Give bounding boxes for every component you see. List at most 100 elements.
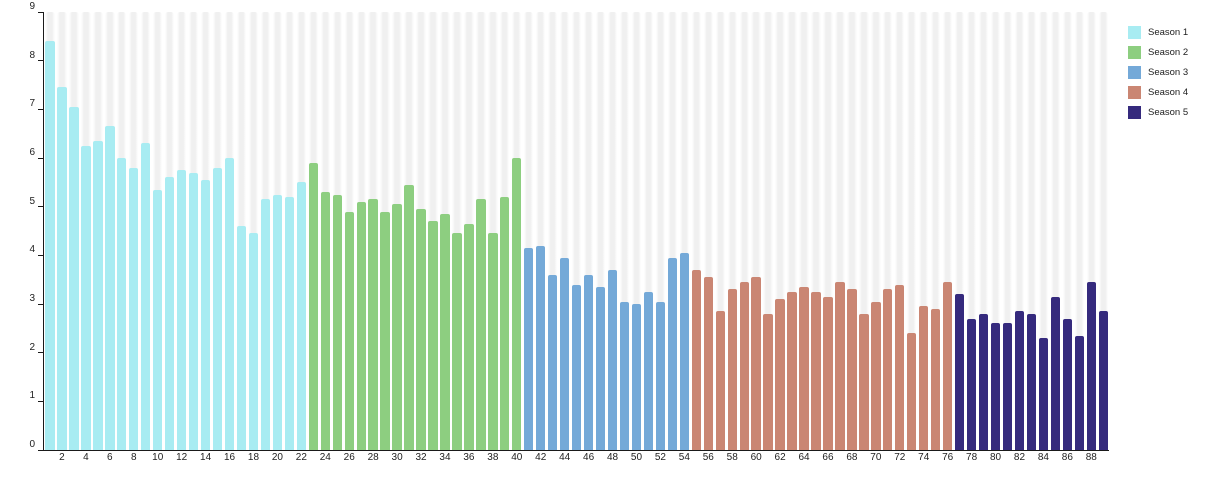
episode-column-53: [666, 12, 678, 450]
bar-season-3-episode-51: [643, 291, 654, 450]
episode-column-32: 32: [415, 12, 427, 463]
x-tick-label-14: 14: [200, 452, 212, 463]
episode-column-55: [690, 12, 702, 450]
bar-season-1-episode-10: [153, 189, 163, 450]
episode-column-27: [355, 12, 367, 450]
x-tick-label-36: 36: [463, 452, 475, 463]
y-tick-label-7: 7: [29, 98, 35, 110]
bar-season-3-episode-47: [595, 286, 606, 450]
bar-season-4-episode-67: [835, 282, 845, 450]
x-tick-label-76: 76: [942, 452, 954, 463]
bar-season-1-episode-8: [129, 167, 139, 450]
episode-column-49: [619, 12, 631, 450]
episode-column-13: [188, 12, 200, 450]
episode-column-84: 84: [1037, 12, 1049, 463]
bar-season-5-episode-87: [1074, 335, 1084, 450]
episode-column-18: 18: [247, 12, 259, 463]
bar-season-2-episode-31: [404, 184, 414, 450]
background-stripe: [1086, 12, 1096, 450]
x-tick-label-42: 42: [535, 452, 547, 463]
background-stripe: [859, 12, 869, 450]
bar-season-5-episode-78: [966, 318, 977, 450]
episode-column-40: 40: [511, 12, 523, 463]
bar-season-5-episode-85: [1050, 296, 1061, 450]
bar-season-1-episode-7: [117, 158, 127, 450]
episode-column-72: 72: [894, 12, 906, 463]
background-stripe: [524, 12, 534, 450]
bar-season-4-episode-63: [787, 291, 797, 450]
background-stripe: [1026, 12, 1037, 450]
episode-column-5: [92, 12, 104, 450]
bar-season-2-episode-24: [320, 192, 330, 450]
bar-season-1-episode-13: [188, 172, 199, 450]
background-stripe: [548, 12, 558, 450]
x-tick-label-12: 12: [176, 452, 188, 463]
episode-column-25: [331, 12, 343, 450]
bar-season-4-episode-58: [727, 289, 737, 450]
background-stripe: [679, 12, 689, 450]
bar-season-1-episode-20: [272, 194, 283, 450]
bar-season-4-episode-74: [919, 306, 929, 450]
legend-label-season-5: Season 5: [1148, 107, 1189, 118]
episode-column-81: [1002, 12, 1014, 450]
episode-column-48: 48: [607, 12, 619, 463]
bar-season-2-episode-40: [512, 158, 522, 450]
bar-season-2-episode-38: [488, 233, 498, 450]
y-tick-label-2: 2: [29, 341, 35, 353]
legend-label-season-3: Season 3: [1148, 67, 1189, 78]
bar-season-5-episode-89: [1098, 311, 1108, 450]
bar-season-2-episode-35: [452, 233, 462, 450]
episode-column-57: [714, 12, 726, 450]
bar-season-1-episode-9: [141, 143, 151, 450]
background-stripe: [895, 12, 905, 450]
bar-season-4-episode-56: [703, 277, 713, 450]
episode-column-20: 20: [271, 12, 283, 463]
episode-column-24: 24: [319, 12, 331, 463]
bar-season-3-episode-46: [583, 274, 594, 450]
legend-label-season-4: Season 4: [1148, 87, 1189, 98]
bar-season-3-episode-44: [559, 257, 570, 450]
x-tick-label-54: 54: [678, 452, 690, 463]
episode-column-69: [858, 12, 870, 450]
x-tick-label-64: 64: [798, 452, 810, 463]
episode-column-15: [212, 12, 224, 450]
legend-swatch-season-4: [1128, 86, 1141, 99]
background-stripe: [990, 12, 1001, 450]
bar-season-1-episode-19: [260, 199, 271, 450]
episode-column-17: [236, 12, 248, 450]
x-tick-label-78: 78: [966, 452, 978, 463]
bar-season-4-episode-57: [715, 311, 725, 450]
x-tick-label-2: 2: [59, 452, 65, 463]
bar-season-1-episode-18: [248, 233, 259, 450]
y-tick-0: [38, 449, 43, 451]
x-tick-label-72: 72: [894, 452, 906, 463]
y-tick-9: [38, 11, 43, 13]
bar-season-5-episode-83: [1026, 313, 1037, 450]
background-stripe: [607, 12, 618, 450]
y-tick-6: [38, 157, 43, 159]
y-tick-4: [38, 254, 43, 256]
episode-column-36: 36: [463, 12, 475, 463]
bar-season-1-episode-16: [224, 158, 235, 450]
episode-column-70: 70: [870, 12, 882, 463]
episode-column-1: [44, 12, 56, 450]
bar-season-5-episode-79: [978, 313, 989, 450]
episode-column-54: 54: [678, 12, 690, 463]
episode-column-16: 16: [224, 12, 236, 463]
x-tick-label-30: 30: [391, 452, 403, 463]
bar-season-1-episode-3: [69, 106, 79, 450]
background-stripe: [571, 12, 582, 450]
bar-season-4-episode-66: [823, 296, 833, 450]
episode-column-4: 4: [80, 12, 92, 463]
background-stripe: [811, 12, 821, 450]
episode-column-39: [499, 12, 511, 450]
episode-column-58: 58: [726, 12, 738, 463]
bar-season-1-episode-17: [236, 226, 247, 450]
bar-season-4-episode-64: [799, 286, 809, 450]
bar-season-1-episode-5: [93, 140, 103, 450]
bar-season-1-episode-11: [165, 177, 175, 450]
episode-column-10: 10: [152, 12, 164, 463]
y-tick-label-3: 3: [29, 293, 35, 305]
episode-column-21: [283, 12, 295, 450]
bar-season-4-episode-72: [895, 284, 905, 450]
